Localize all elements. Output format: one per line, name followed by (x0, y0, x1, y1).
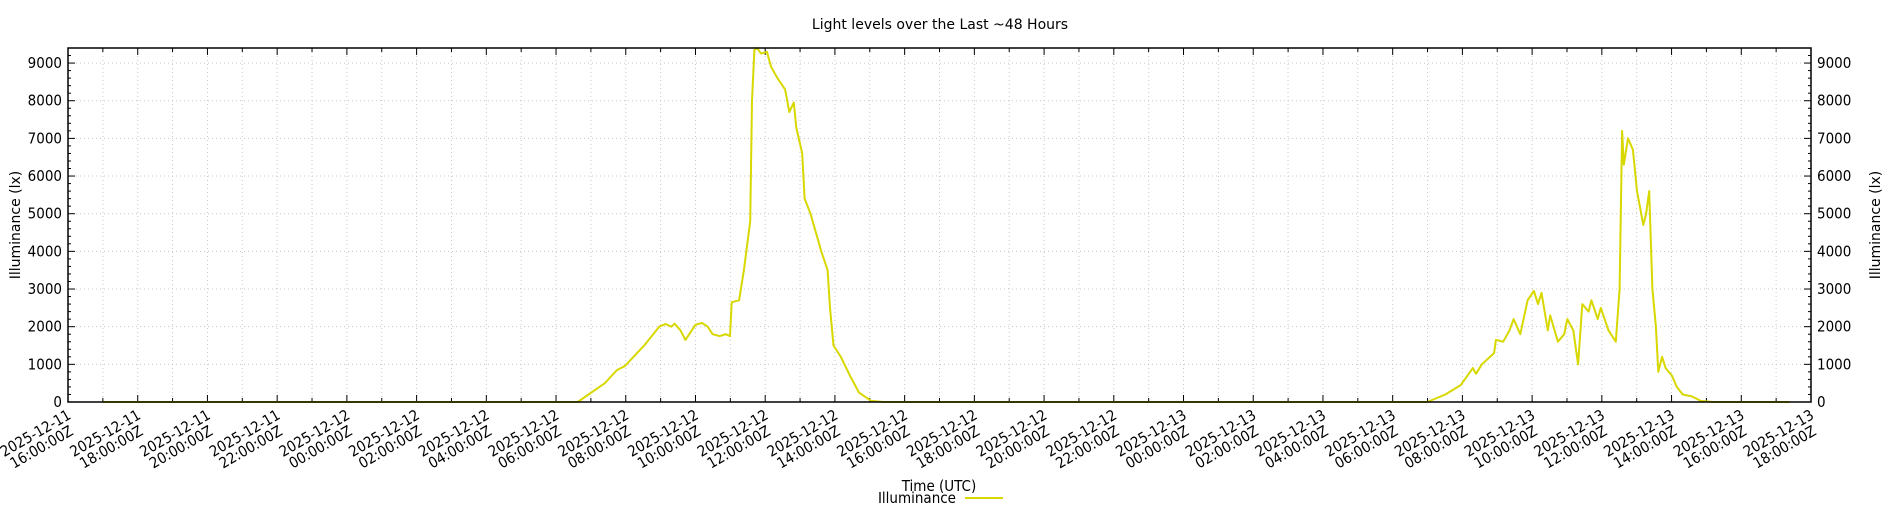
y-tick-label-right: 8000 (1817, 92, 1851, 110)
x-tick-label: 2025-12-1210:00:00Z (625, 406, 709, 474)
x-tick-label: 2025-12-1312:00:00Z (1531, 406, 1615, 474)
x-tick-label: 2025-12-1116:00:00Z (0, 406, 82, 474)
x-tick-label: 2025-12-1208:00:00Z (555, 406, 639, 474)
x-tick-label: 2025-12-1214:00:00Z (764, 406, 848, 474)
x-tick-label: 2025-12-1314:00:00Z (1601, 406, 1685, 474)
legend-label-illuminance: Illuminance (878, 489, 956, 507)
legend: Illuminance (878, 489, 1003, 507)
x-tick-label: 2025-12-1318:00:00Z (1740, 406, 1824, 474)
x-tick-label: 2025-12-1220:00:00Z (973, 406, 1057, 474)
y-tick-label-left: 9000 (28, 54, 62, 72)
y-tick-label-right: 3000 (1817, 280, 1851, 298)
y-axis-title-right: Illuminance (lx) (1868, 171, 1884, 280)
y-tick-label-left: 0 (53, 393, 62, 411)
x-tick-label: 2025-12-1200:00:00Z (276, 406, 360, 474)
x-tick-label: 2025-12-1204:00:00Z (415, 406, 499, 474)
y-tick-label-right: 7000 (1817, 129, 1851, 147)
y-tick-label-left: 3000 (28, 280, 62, 298)
y-tick-label-right: 2000 (1817, 318, 1851, 336)
x-tick-label: 2025-12-1216:00:00Z (834, 406, 918, 474)
y-tick-label-left: 5000 (28, 205, 62, 223)
x-tick-label: 2025-12-1202:00:00Z (346, 406, 430, 474)
y-tick-label-right: 0 (1817, 393, 1826, 411)
x-tick-label: 2025-12-1310:00:00Z (1461, 406, 1545, 474)
y-tick-label-left: 8000 (28, 92, 62, 110)
x-tick-label: 2025-12-1316:00:00Z (1670, 406, 1754, 474)
x-axis-title: Time (UTC) (901, 477, 976, 495)
x-tick-label: 2025-12-1120:00:00Z (137, 406, 221, 474)
y-tick-label-right: 4000 (1817, 242, 1851, 260)
x-tick-label: 2025-12-1300:00:00Z (1113, 406, 1197, 474)
x-tick-label: 2025-12-1218:00:00Z (903, 406, 987, 474)
y-tick-label-right: 1000 (1817, 355, 1851, 373)
grid (68, 48, 1811, 402)
y-tick-label-left: 6000 (28, 167, 62, 185)
y-tick-label-left: 2000 (28, 318, 62, 336)
y-tick-label-left: 1000 (28, 355, 62, 373)
x-tick-label: 2025-12-1122:00:00Z (206, 406, 290, 474)
y-axis-title-left: Illuminance (lx) (8, 171, 24, 280)
y-tick-label-left: 7000 (28, 129, 62, 147)
x-tick-labels: 2025-12-1116:00:00Z2025-12-1118:00:00Z20… (0, 406, 1824, 474)
x-tick-label: 2025-12-1302:00:00Z (1182, 406, 1266, 474)
x-tick-label: 2025-12-1222:00:00Z (1043, 406, 1127, 474)
plot-frame (67, 47, 1812, 403)
chart-title: Light levels over the Last ~48 Hours (812, 17, 1068, 33)
y-tick-label-right: 5000 (1817, 205, 1851, 223)
x-tick-label: 2025-12-1306:00:00Z (1322, 406, 1406, 474)
x-tick-label: 2025-12-1304:00:00Z (1252, 406, 1336, 474)
y-tick-label-left: 4000 (28, 242, 62, 260)
x-tick-label: 2025-12-1212:00:00Z (694, 406, 778, 474)
x-tick-label: 2025-12-1206:00:00Z (485, 406, 569, 474)
y-tick-label-right: 6000 (1817, 167, 1851, 185)
y-tick-label-right: 9000 (1817, 54, 1851, 72)
x-tick-label: 2025-12-1308:00:00Z (1391, 406, 1475, 474)
y-tick-labels: 0 0 1000 1000 2000 2000 3000 3000 4000 4000 5000 50… (28, 54, 1852, 411)
series-line-illuminance (102, 47, 1790, 403)
x-tick-label: 2025-12-1118:00:00Z (67, 406, 151, 474)
